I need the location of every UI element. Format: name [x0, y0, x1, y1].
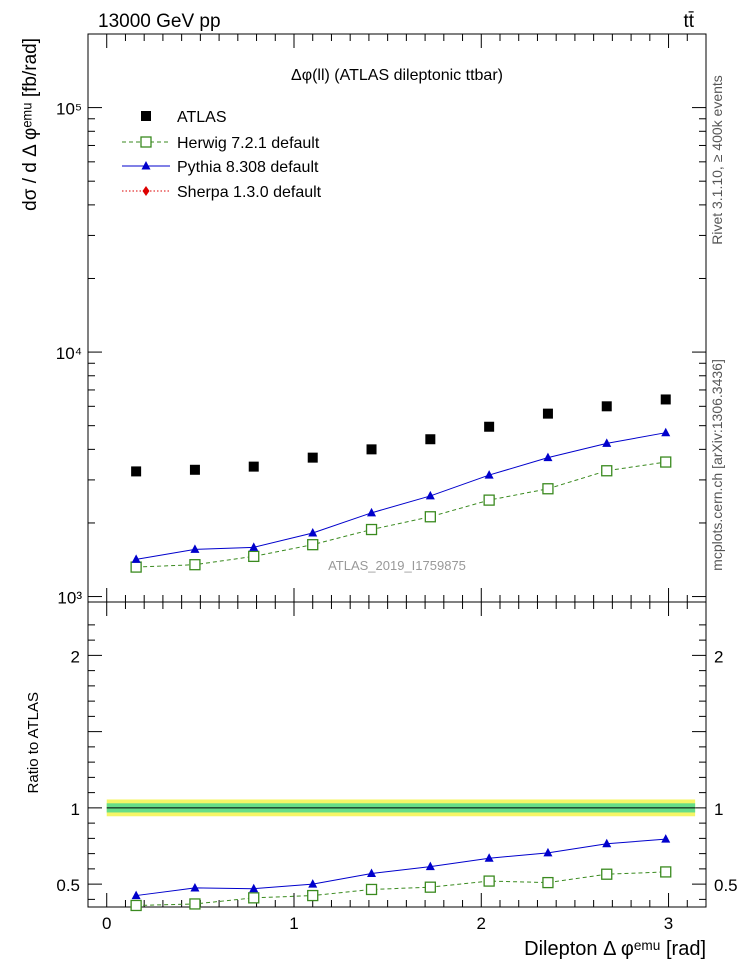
data-point: [660, 394, 671, 405]
ratio-point: [424, 881, 436, 893]
legend-marker: [141, 111, 151, 121]
main-series: [131, 427, 671, 563]
ratio-series-line: [136, 838, 666, 897]
ratio-point: [249, 883, 259, 893]
main-y-tick-label: 10³: [57, 589, 82, 608]
data-point: [425, 490, 435, 500]
data-point: [425, 434, 436, 445]
x-tick-label: 0: [102, 914, 111, 933]
ratio-y-axis-label: Ratio to ATLAS: [25, 692, 42, 793]
x-axis-label: Dilepton Δ φᵉᵐᵘ [rad]: [524, 938, 706, 960]
ratio-series: [130, 866, 672, 912]
ratio-y-tick-label: 2: [71, 647, 80, 666]
data-point: [542, 483, 554, 495]
data-point: [248, 461, 259, 472]
ratio-point: [601, 868, 613, 880]
data-point: [601, 465, 613, 477]
ratio-point: [308, 879, 318, 888]
legend-marker: [140, 136, 152, 148]
data-point: [484, 470, 494, 479]
data-point: [189, 559, 201, 571]
ratio-axes: 0.5 0.5 1 1 2 2 0 1 2 3 Ratio to ATLAS Dilepton Δ φ…: [25, 601, 738, 960]
ratio-point: [307, 889, 319, 902]
legend-entry: Sherpa 1.3.0 default: [177, 184, 322, 201]
ratio-series: [131, 834, 671, 900]
main-axes: 10³ 10⁴ 10⁵ dσ / d Δ φᵉᵐᵘ [fb/rad] Δφ(ll) (A…: [20, 33, 707, 608]
x-tick-label: 2: [477, 914, 486, 933]
process-label: tt̄: [683, 11, 694, 32]
main-y-tick-label: 10⁵: [56, 100, 82, 119]
data-point: [483, 494, 495, 506]
data-point: [366, 444, 377, 455]
ratio-y-tick-label: 0.5: [56, 876, 80, 895]
ratio-y-tick-label-right: 2: [714, 647, 723, 666]
ratio-point: [483, 875, 495, 887]
ratio-point: [542, 876, 554, 889]
mcplots-label: mcplots.cern.ch [arXiv:1306.3436]: [709, 359, 725, 571]
series-line: [136, 432, 666, 560]
legend-entry: Herwig 7.2.1 default: [177, 135, 320, 152]
x-tick-label: 1: [289, 914, 298, 933]
data-point: [131, 466, 142, 477]
data-point: [542, 408, 553, 419]
series-line: [136, 461, 666, 568]
ratio-y-tick-label-right: 1: [714, 800, 723, 819]
ratio-point: [661, 834, 671, 843]
main-series: [131, 394, 671, 477]
legend-entry: ATLAS: [177, 109, 227, 126]
main-panel: 10³ 10⁴ 10⁵ dσ / d Δ φᵉᵐᵘ [fb/rad] Δφ(ll) (A…: [20, 33, 707, 608]
watermark: ATLAS_2019_I1759875: [328, 558, 466, 573]
data-point: [602, 438, 612, 447]
ratio-panel: 0.5 0.5 1 1 2 2 0 1 2 3 Ratio to ATLAS Dilepton Δ φ…: [25, 601, 738, 960]
data-point: [131, 554, 141, 563]
ratio-point: [543, 847, 553, 857]
legend-marker: [141, 161, 151, 170]
data-point: [248, 550, 260, 563]
data-point: [249, 542, 259, 551]
main-series: [130, 456, 672, 573]
data-point: [484, 421, 495, 432]
ratio-point: [367, 868, 377, 877]
chart-title: Δφ(ll) (ATLAS dileptonic ttbar): [291, 67, 503, 84]
ratio-point: [484, 853, 494, 862]
data-point: [190, 544, 200, 553]
ratio-point: [189, 898, 201, 910]
data-point: [307, 452, 318, 463]
ratio-y-tick-label-right: 0.5: [714, 876, 738, 895]
ratio-point: [602, 838, 612, 848]
ratio-point: [660, 866, 672, 878]
data-point: [601, 401, 612, 412]
data-point: [130, 561, 142, 573]
data-point: [424, 511, 436, 523]
ratio-point: [190, 882, 200, 892]
data-point: [661, 427, 671, 437]
legend-entry: Pythia 8.308 default: [177, 159, 319, 176]
main-y-tick-label: 10⁴: [56, 344, 82, 363]
data-point: [308, 527, 318, 537]
data-point: [307, 539, 319, 551]
ratio-y-tick-label: 1: [71, 800, 80, 819]
ratio-point: [131, 890, 141, 900]
ratio-point: [248, 892, 260, 904]
main-y-axis-label: dσ / d Δ φᵉᵐᵘ [fb/rad]: [20, 38, 41, 211]
x-tick-label: 3: [664, 914, 673, 933]
data-point: [543, 452, 553, 462]
data-point: [189, 464, 200, 475]
ratio-point: [130, 899, 142, 912]
data-point: [365, 523, 378, 536]
data-point: [367, 507, 377, 517]
ratio-frame: [87, 601, 707, 908]
ratio-point: [365, 883, 378, 896]
ratio-point: [425, 861, 435, 871]
data-point: [660, 456, 672, 468]
ratio-series-line: [136, 871, 666, 906]
legend-marker: [142, 186, 150, 196]
legend: ATLAS Herwig 7.2.1 default Pythia 8.308 de…: [122, 109, 322, 201]
energy-label: 13000 GeV pp: [98, 11, 221, 32]
rivet-label: Rivet 3.1.10, ≥ 400k events: [709, 75, 725, 245]
